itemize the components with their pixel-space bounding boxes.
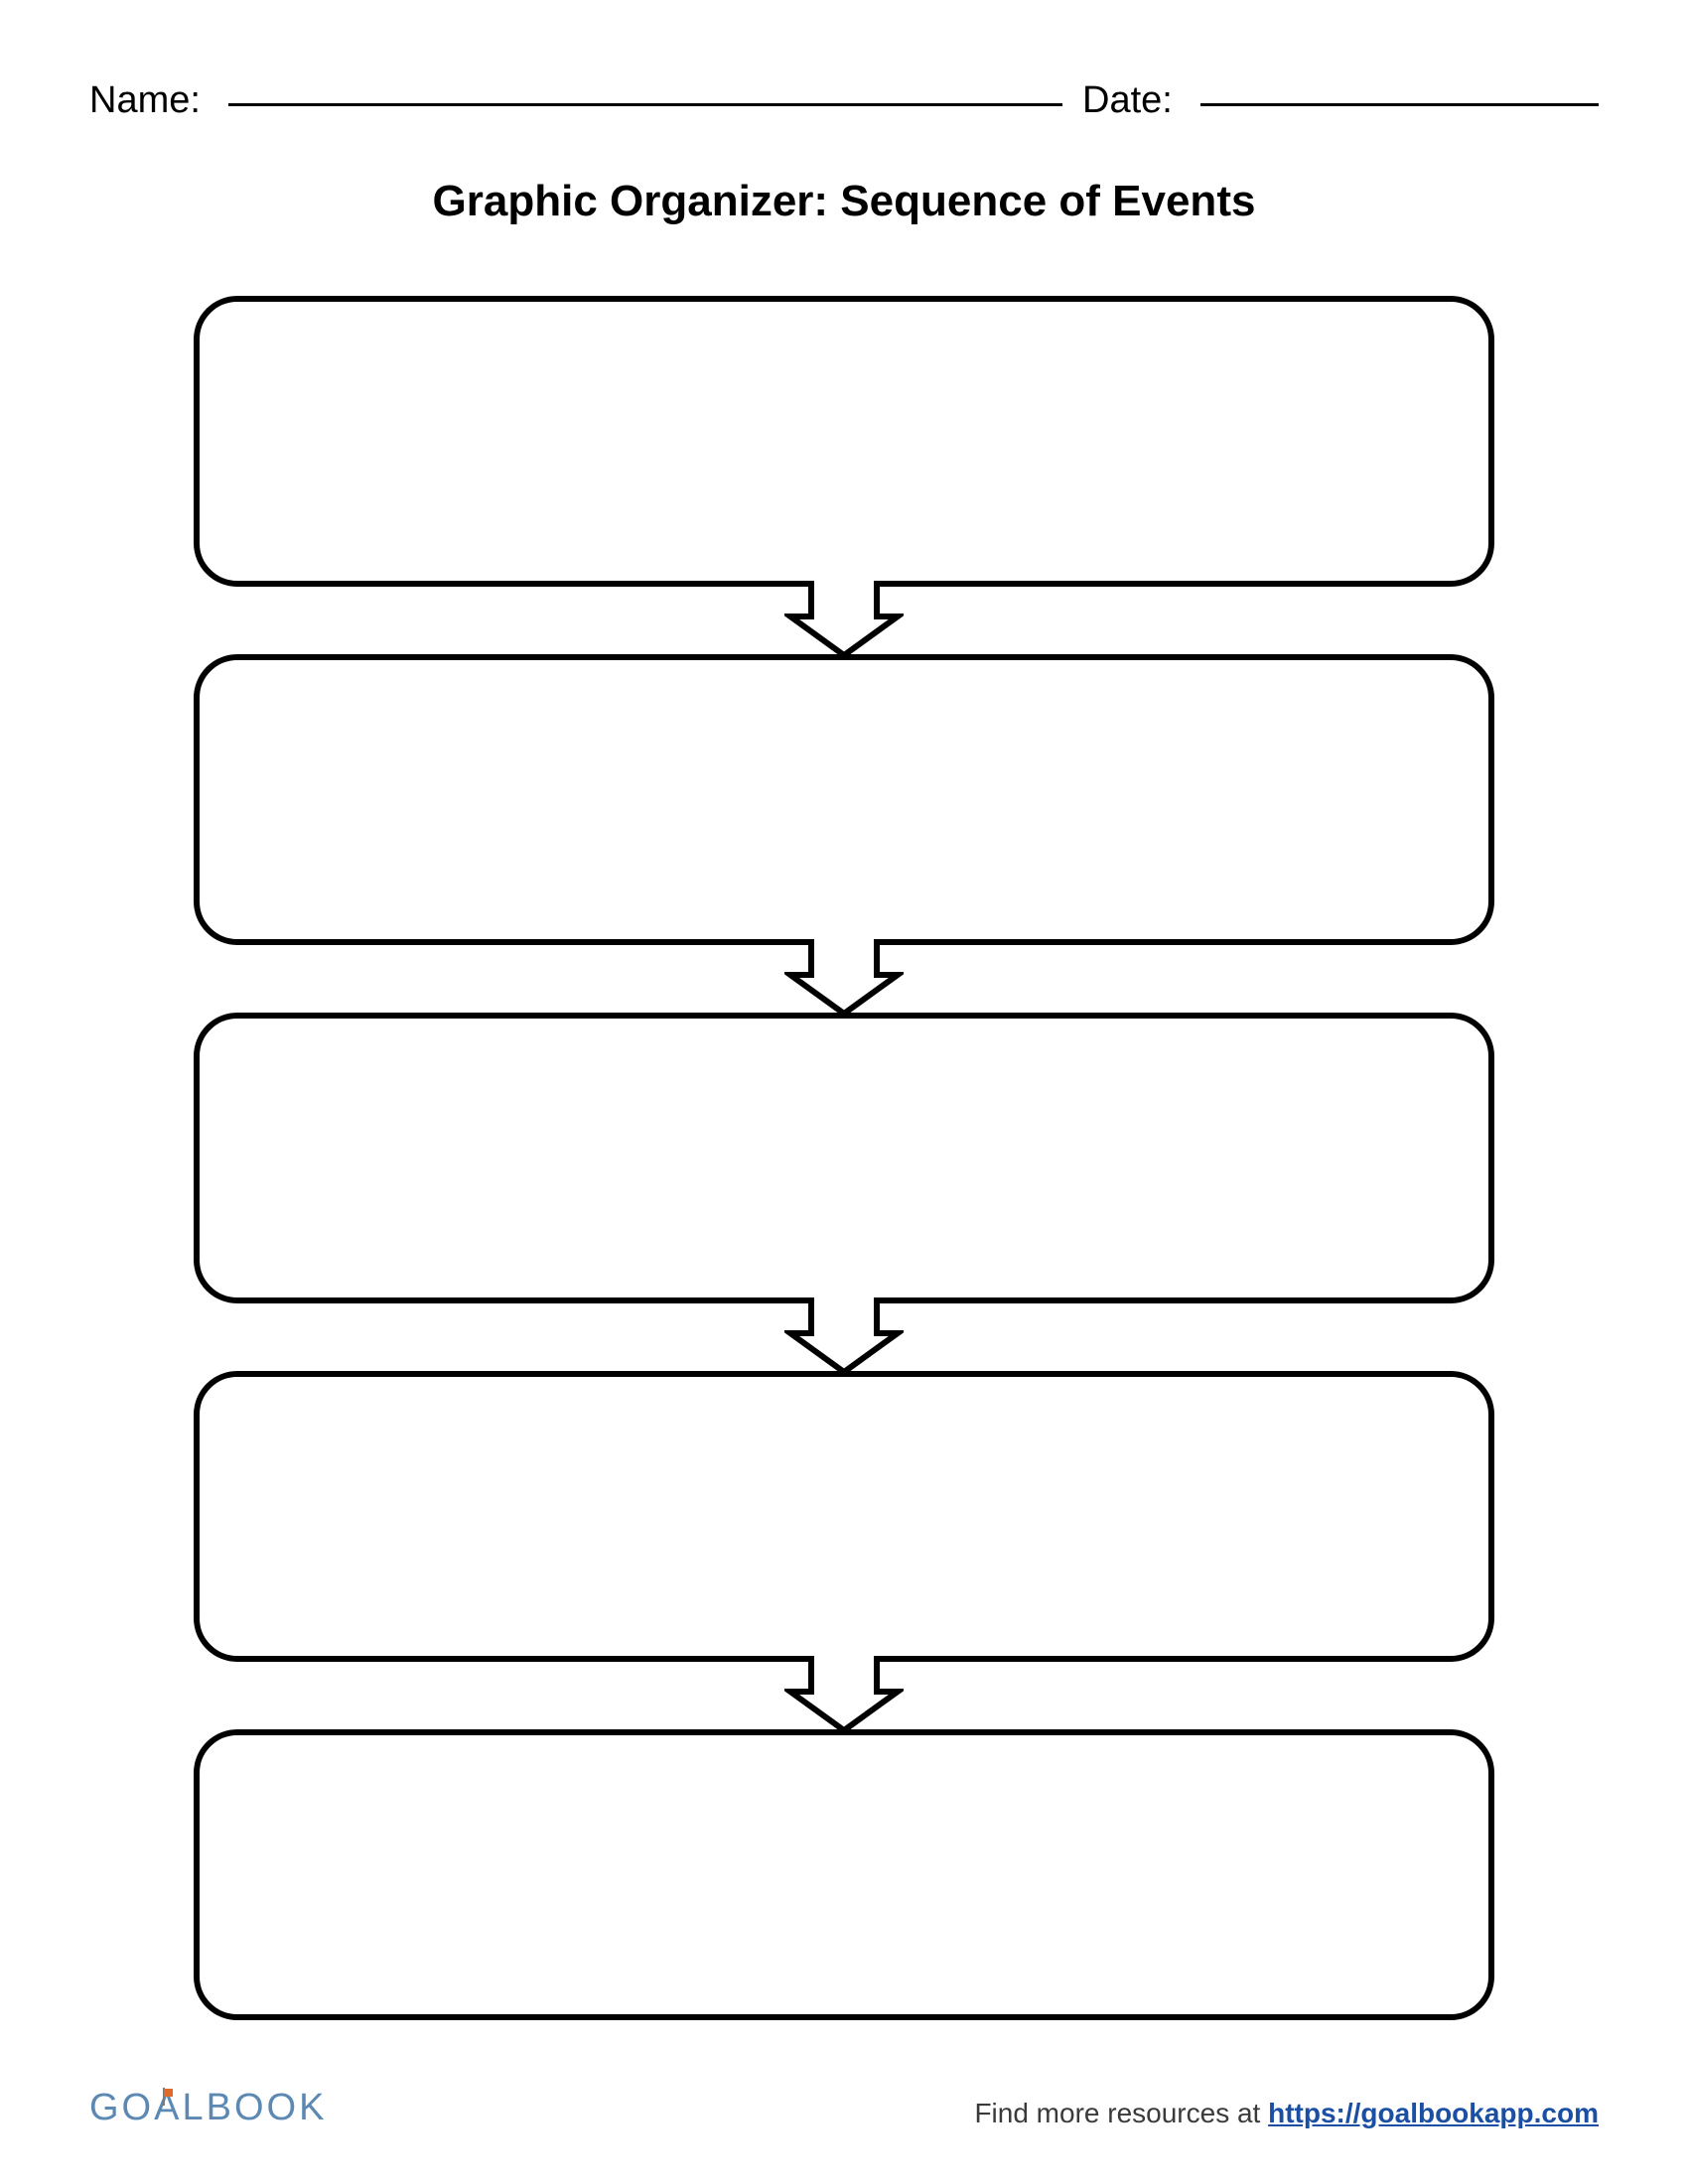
logo-text-pre: GO xyxy=(89,2087,154,2129)
date-field-block: Date: xyxy=(1082,79,1599,122)
resources-link[interactable]: https://goalbookapp.com xyxy=(1268,2098,1599,2128)
sequence-flowchart xyxy=(194,296,1494,2020)
goalbook-logo: GOALBOOK xyxy=(89,2087,327,2129)
page-title: Graphic Organizer: Sequence of Events xyxy=(89,177,1599,226)
worksheet-page: Name: Date: Graphic Organizer: Sequence … xyxy=(0,0,1688,2184)
date-input-line[interactable] xyxy=(1200,103,1599,106)
name-label: Name: xyxy=(89,79,201,122)
sequence-step-box[interactable] xyxy=(194,1013,1494,1303)
sequence-step-box[interactable] xyxy=(194,296,1494,587)
sequence-step-box[interactable] xyxy=(194,1371,1494,1662)
logo-text-post: LBOOK xyxy=(182,2087,327,2129)
down-arrow-icon xyxy=(194,1656,1494,1735)
sequence-step-box[interactable] xyxy=(194,1729,1494,2020)
down-arrow-icon xyxy=(194,1297,1494,1377)
down-arrow-icon xyxy=(194,581,1494,660)
header-row: Name: Date: xyxy=(89,79,1599,122)
resources-text: Find more resources at xyxy=(974,2098,1268,2128)
sequence-step-box[interactable] xyxy=(194,654,1494,945)
footer: GOALBOOK Find more resources at https://… xyxy=(89,2087,1599,2129)
name-input-line[interactable] xyxy=(228,103,1062,106)
name-field-block: Name: xyxy=(89,79,1062,122)
logo-a-wrap: A xyxy=(154,2087,182,2129)
down-arrow-icon xyxy=(194,939,1494,1019)
flag-icon xyxy=(161,2073,175,2116)
footer-text: Find more resources at https://goalbooka… xyxy=(974,2098,1599,2129)
date-label: Date: xyxy=(1082,79,1173,122)
